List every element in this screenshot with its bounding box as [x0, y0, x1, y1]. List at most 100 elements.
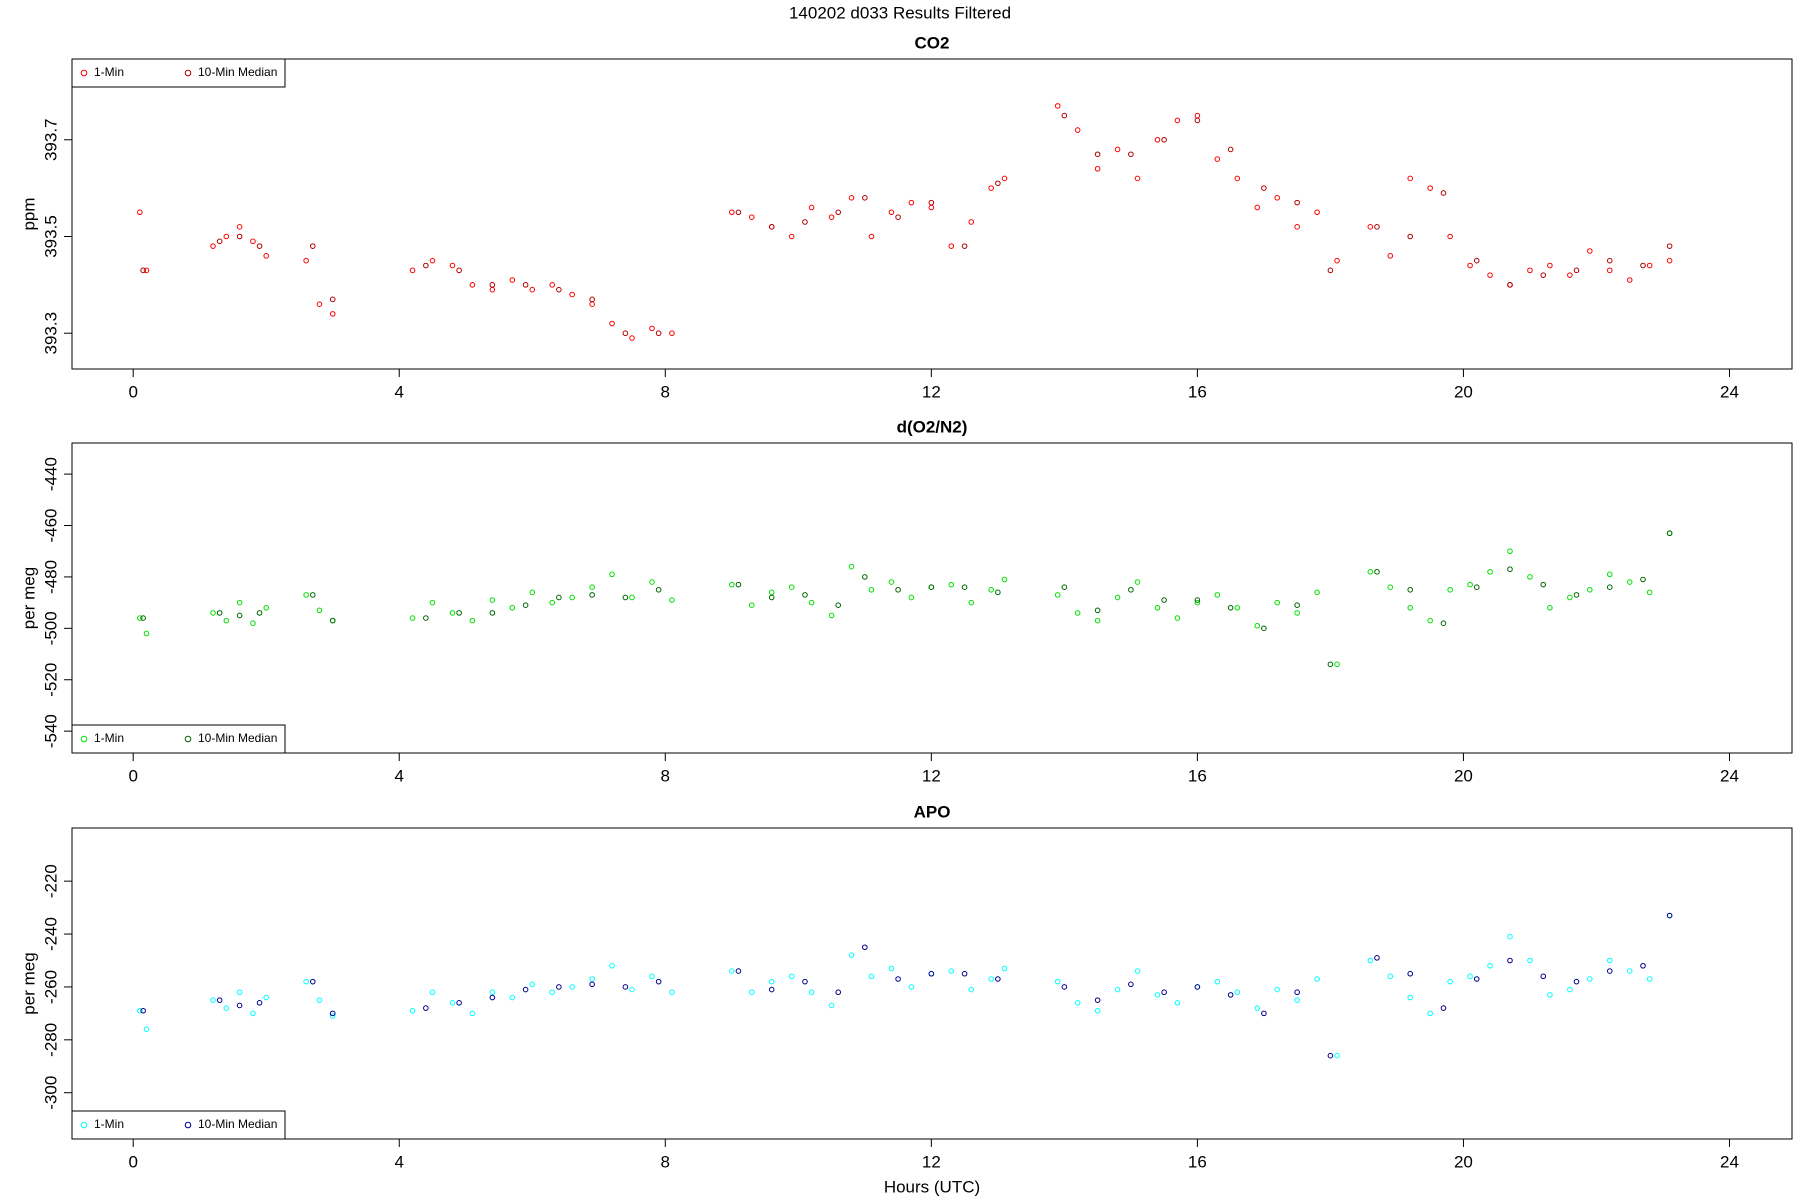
- data-point: [1054, 978, 1061, 985]
- data-point: [1407, 586, 1414, 593]
- data-point: [1467, 262, 1473, 269]
- legend-label: 10-Min Median: [198, 731, 277, 745]
- data-point: [1294, 610, 1300, 616]
- data-point: [1626, 579, 1633, 585]
- x-tick-label: 16: [1188, 766, 1207, 785]
- data-point: [556, 594, 562, 601]
- data-point: [1387, 253, 1394, 259]
- data-point: [1001, 576, 1008, 583]
- data-point: [948, 581, 955, 588]
- data-point: [263, 994, 270, 1001]
- data-point: [1407, 604, 1414, 611]
- data-point: [1194, 597, 1201, 603]
- data-point: [236, 612, 243, 619]
- data-point: [1274, 194, 1280, 201]
- figure-title: 140202 d033 Results Filtered: [789, 3, 1011, 22]
- data-point: [768, 589, 775, 596]
- data-point: [735, 968, 742, 974]
- panel-title: CO2: [915, 33, 950, 52]
- data-point: [1154, 992, 1161, 998]
- data-point: [1227, 992, 1234, 998]
- data-point: [263, 604, 270, 611]
- data-point: [449, 262, 456, 269]
- data-point: [995, 589, 1001, 596]
- data-point: [1666, 243, 1673, 249]
- data-point: [828, 1002, 835, 1009]
- data-point: [988, 185, 994, 191]
- data-point: [423, 615, 429, 621]
- data-point: [1473, 257, 1480, 264]
- data-point: [1374, 955, 1380, 961]
- data-point: [928, 970, 935, 977]
- data-point: [529, 589, 536, 596]
- data-point: [529, 981, 536, 988]
- data-point: [409, 615, 416, 621]
- data-point: [509, 277, 516, 283]
- data-point: [329, 1013, 336, 1019]
- data-point: [1374, 224, 1380, 230]
- data-point: [569, 984, 575, 990]
- x-tick-label: 20: [1454, 1152, 1473, 1171]
- data-point: [1606, 257, 1613, 264]
- data-point: [456, 1000, 462, 1006]
- data-point: [1094, 165, 1101, 172]
- data-point: [1374, 568, 1380, 575]
- data-point: [1587, 976, 1593, 982]
- data-point: [309, 978, 316, 985]
- data-point: [1074, 127, 1081, 133]
- data-point: [1573, 267, 1580, 274]
- data-point: [236, 224, 243, 230]
- plot-frame: [71, 827, 1793, 1140]
- data-point: [1507, 282, 1513, 288]
- data-point: [1567, 272, 1573, 278]
- data-point: [908, 199, 915, 206]
- data-point: [808, 204, 815, 211]
- legend-label: 1-Min: [94, 65, 124, 79]
- legend-symbol: [80, 735, 88, 743]
- data-point: [1261, 1010, 1267, 1017]
- data-point: [1507, 548, 1513, 555]
- data-point: [549, 282, 556, 288]
- data-point: [788, 233, 795, 240]
- data-point: [655, 586, 662, 593]
- data-point: [1161, 989, 1167, 996]
- data-point: [449, 610, 456, 616]
- data-point: [1407, 994, 1414, 1001]
- panel-title: d(O2/N2): [897, 417, 968, 436]
- data-point: [1626, 968, 1633, 974]
- data-point: [1061, 584, 1068, 591]
- data-point: [835, 209, 842, 216]
- data-point: [1573, 592, 1580, 598]
- y-tick-label: 393.5: [41, 215, 60, 258]
- data-point: [250, 1010, 256, 1017]
- y-tick-label: -240: [41, 917, 60, 951]
- data-point: [1547, 604, 1553, 611]
- data-point: [1487, 272, 1493, 278]
- y-tick-label: -440: [41, 457, 60, 491]
- data-point: [316, 607, 323, 614]
- y-axis-label: ppm: [19, 197, 38, 230]
- data-point: [409, 1007, 416, 1014]
- data-point: [768, 978, 775, 985]
- data-point: [1387, 584, 1394, 591]
- data-point: [828, 612, 835, 619]
- data-point: [489, 282, 496, 288]
- data-point: [1327, 1052, 1334, 1059]
- data-point: [802, 978, 808, 985]
- data-point: [1540, 581, 1547, 588]
- data-point: [788, 584, 795, 591]
- data-point: [1666, 912, 1673, 919]
- data-point: [669, 330, 675, 337]
- data-point: [1540, 973, 1547, 980]
- data-point: [1640, 262, 1646, 269]
- data-point: [1473, 976, 1480, 982]
- data-point: [748, 989, 755, 996]
- data-point: [589, 584, 595, 591]
- data-point: [735, 581, 742, 588]
- x-tick-label: 24: [1720, 1152, 1739, 1171]
- data-point: [1487, 962, 1493, 969]
- data-point: [143, 267, 150, 274]
- data-point: [622, 330, 629, 337]
- data-point: [669, 989, 675, 996]
- data-point: [303, 257, 309, 264]
